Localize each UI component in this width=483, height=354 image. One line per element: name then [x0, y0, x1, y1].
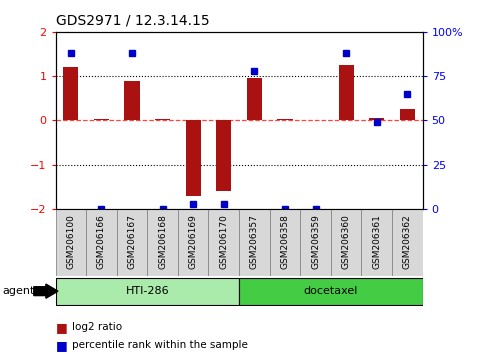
Text: GSM206360: GSM206360 [341, 214, 351, 269]
Text: GSM206362: GSM206362 [403, 214, 412, 269]
FancyBboxPatch shape [331, 209, 361, 276]
FancyBboxPatch shape [209, 209, 239, 276]
Text: GSM206170: GSM206170 [219, 214, 228, 269]
Text: GSM206359: GSM206359 [311, 214, 320, 269]
FancyBboxPatch shape [147, 209, 178, 276]
Text: GSM206169: GSM206169 [189, 214, 198, 269]
Text: HTI-286: HTI-286 [126, 286, 169, 296]
Bar [125, 81, 140, 120]
Text: GSM206357: GSM206357 [250, 214, 259, 269]
Text: ■: ■ [56, 339, 71, 352]
FancyBboxPatch shape [392, 209, 423, 276]
Text: GSM206358: GSM206358 [281, 214, 289, 269]
FancyBboxPatch shape [117, 209, 147, 276]
Text: log2 ratio: log2 ratio [72, 322, 123, 332]
Text: GSM206166: GSM206166 [97, 214, 106, 269]
Bar [400, 109, 415, 120]
Bar [339, 65, 354, 120]
Bar [63, 67, 78, 120]
Text: GSM206100: GSM206100 [66, 214, 75, 269]
FancyBboxPatch shape [270, 209, 300, 276]
Bar [94, 119, 109, 120]
Text: agent: agent [2, 286, 35, 296]
FancyBboxPatch shape [178, 209, 209, 276]
FancyBboxPatch shape [239, 209, 270, 276]
Bar [247, 78, 262, 120]
FancyBboxPatch shape [86, 209, 117, 276]
FancyBboxPatch shape [300, 209, 331, 276]
Text: GSM206167: GSM206167 [128, 214, 137, 269]
Bar [185, 120, 201, 195]
Text: percentile rank within the sample: percentile rank within the sample [72, 340, 248, 350]
FancyBboxPatch shape [56, 278, 239, 305]
Text: GSM206168: GSM206168 [158, 214, 167, 269]
Text: GSM206361: GSM206361 [372, 214, 381, 269]
Bar [216, 120, 231, 191]
FancyBboxPatch shape [361, 209, 392, 276]
Text: docetaxel: docetaxel [304, 286, 358, 296]
Text: GDS2971 / 12.3.14.15: GDS2971 / 12.3.14.15 [56, 14, 209, 28]
FancyBboxPatch shape [56, 209, 86, 276]
FancyBboxPatch shape [239, 278, 423, 305]
Text: ■: ■ [56, 321, 71, 334]
Bar [369, 118, 384, 120]
